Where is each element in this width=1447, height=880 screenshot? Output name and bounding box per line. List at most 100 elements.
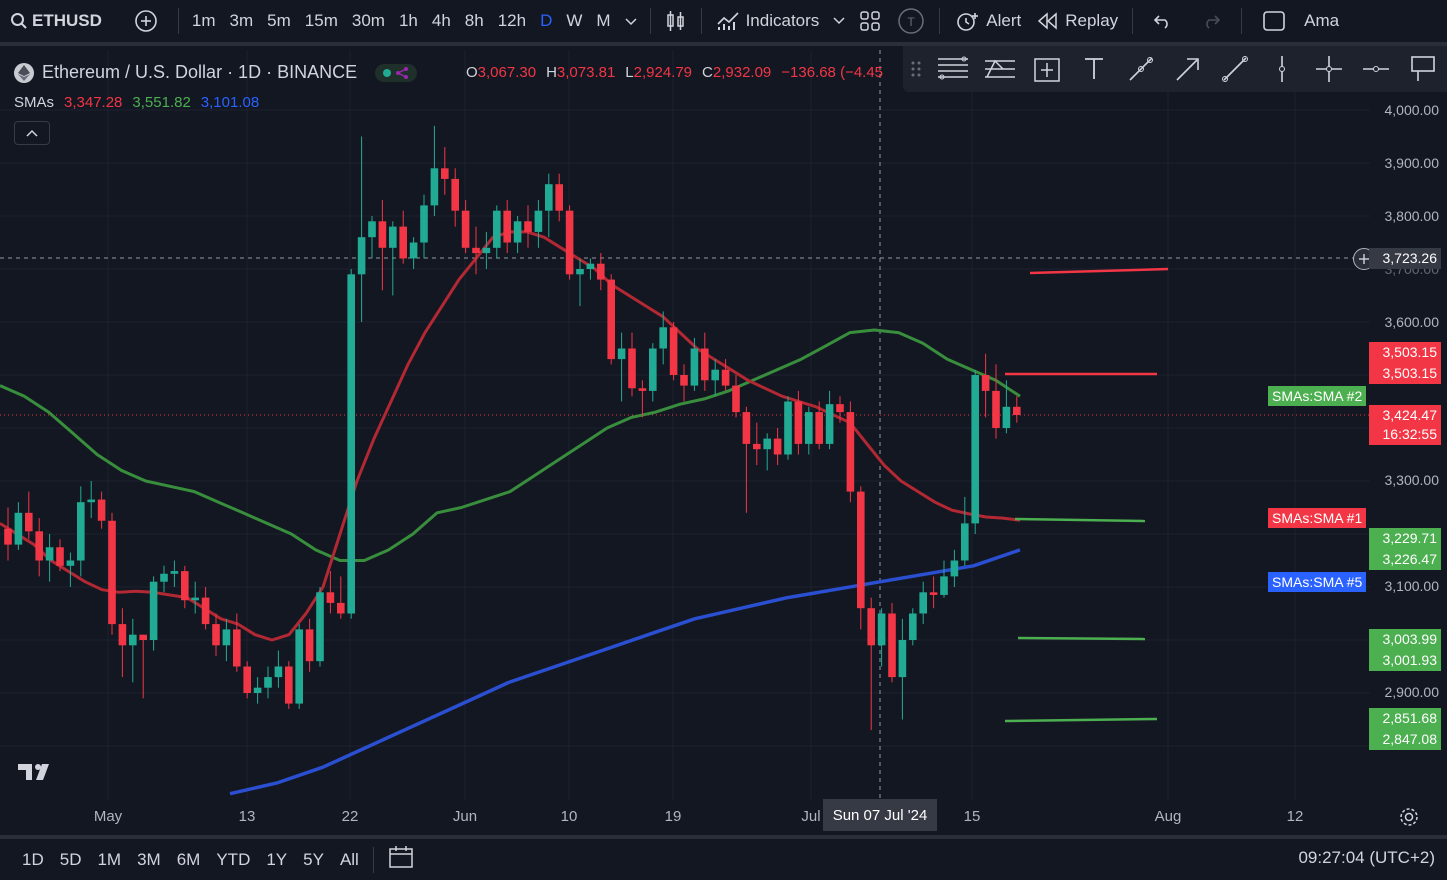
crosshair-icon [1315,56,1342,82]
go-to-date-button[interactable] [380,845,422,874]
measure-box-icon [1033,58,1060,82]
range-1m[interactable]: 1M [97,849,122,869]
callout-tool[interactable] [1399,46,1446,92]
candle-body [628,348,636,389]
candle-body [378,221,387,248]
candle-body [451,178,459,211]
drag-handle[interactable] [903,46,929,92]
candle-body [961,523,969,561]
template-t-icon: T [898,8,925,34]
candle-body [430,168,439,206]
horizontal-line-tool[interactable] [1352,46,1399,92]
sma-2-tag: SMAs:SMA #2 [1268,386,1367,406]
sma-1-value: 3,347.28 [64,94,123,111]
vertical-line-tool[interactable] [1258,46,1305,92]
horizontal-line-icon [1362,66,1389,72]
vertical-line-icon [1278,56,1285,82]
trend-line-tool[interactable] [1211,46,1258,92]
symbol-label: ETHUSD [32,11,102,30]
interval-group: 1m 3m 5m 15m 30m 1h 4h 8h 12h D W M [185,0,644,44]
low-value: 2,924.79 [633,64,693,81]
redo-button[interactable] [1187,0,1235,44]
interval-4h[interactable]: 4h [431,11,451,30]
price-tag: 3,226.47 [1369,549,1441,570]
text-tool[interactable] [1070,46,1117,92]
collapse-legend-button[interactable] [14,121,50,145]
symbol-legend[interactable]: Ethereum / U.S. Dollar · 1D · BINANCE [14,62,418,83]
plus-icon [1359,254,1369,264]
range-3m[interactable]: 3M [137,849,161,869]
candle-body [649,348,657,391]
interval-w[interactable]: W [566,11,583,30]
tv-logo-icon [18,764,49,780]
price-chart[interactable] [0,50,1447,835]
interval-3m[interactable]: 3m [229,11,254,30]
candle-body [347,274,355,614]
candle-body [690,348,699,386]
arrow-tool[interactable] [1164,46,1211,92]
fullscreen-button[interactable] [1248,0,1300,44]
fib-extension-tool[interactable] [976,46,1023,92]
interval-12h[interactable]: 12h [497,11,527,30]
time-tick: 10 [560,808,578,825]
separator [700,8,702,34]
indicators-dropdown[interactable] [827,0,851,44]
template-button[interactable]: T [889,0,933,44]
chevron-down-icon [833,17,845,25]
interval-8h[interactable]: 8h [464,11,484,30]
separator [1241,8,1243,34]
interval-5m[interactable]: 5m [267,11,291,30]
symbol-search-button[interactable]: ETHUSD [0,0,110,44]
range-all[interactable]: All [339,849,359,869]
indicators-button[interactable]: Indicators [708,0,828,44]
candle-body [950,560,959,577]
range-6m[interactable]: 6M [176,849,201,869]
interval-15m[interactable]: 15m [304,11,338,30]
fib-retracement-tool[interactable] [929,46,976,92]
candle-body [680,375,688,386]
sma-legend[interactable]: SMAs 3,347.28 3,551.82 3,101.08 [14,94,259,111]
close-value: 2,932.09 [712,64,772,81]
brush-tool[interactable] [1117,46,1164,92]
change-value: −136.68 (−4.45 [781,64,884,81]
chevron-up-icon [26,129,38,137]
range-1y[interactable]: 1Y [266,849,288,869]
time-tick: 12 [1286,808,1304,825]
interval-30m[interactable]: 30m [351,11,385,30]
undo-button[interactable] [1139,0,1187,44]
chart-settings-button[interactable] [1398,806,1420,833]
fib-lines-icon [937,56,968,80]
price-tag: 3,001.93 [1369,650,1441,671]
compare-symbol-button[interactable] [110,0,172,44]
range-1d[interactable]: 1D [22,849,44,869]
open-label: O [466,64,478,81]
indicators-icon [717,12,739,30]
level-line-green [1017,636,1146,641]
close-label: C [702,64,713,81]
replay-button[interactable]: Replay [1029,0,1126,44]
candle-body [14,512,23,545]
market-status-badge[interactable] [375,63,418,82]
candle-body [368,221,376,238]
range-ytd[interactable]: YTD [216,849,251,869]
chart-type-button[interactable] [657,0,695,44]
price-tag: 3,503.15 [1369,342,1441,363]
level-line-red [1029,267,1169,275]
candle-body [992,390,1000,428]
interval-d[interactable]: D [540,11,553,30]
measure-tool[interactable] [1023,46,1070,92]
alert-button[interactable]: Alert [946,0,1029,44]
interval-dropdown[interactable] [618,11,644,31]
tradingview-logo[interactable] [18,760,58,789]
sma-2-line [0,328,1021,562]
timezone-clock[interactable]: 09:27:04 (UTC+2) [1298,848,1435,867]
range-5y[interactable]: 5Y [303,849,324,869]
account-button[interactable]: Ama [1300,0,1339,44]
interval-1h[interactable]: 1h [398,11,418,30]
range-5d[interactable]: 5D [59,849,82,869]
interval-m[interactable]: M [596,11,611,30]
candle-body [1002,406,1011,428]
interval-1m[interactable]: 1m [191,11,216,30]
cross-line-tool[interactable] [1305,46,1352,92]
layouts-button[interactable] [851,0,889,44]
